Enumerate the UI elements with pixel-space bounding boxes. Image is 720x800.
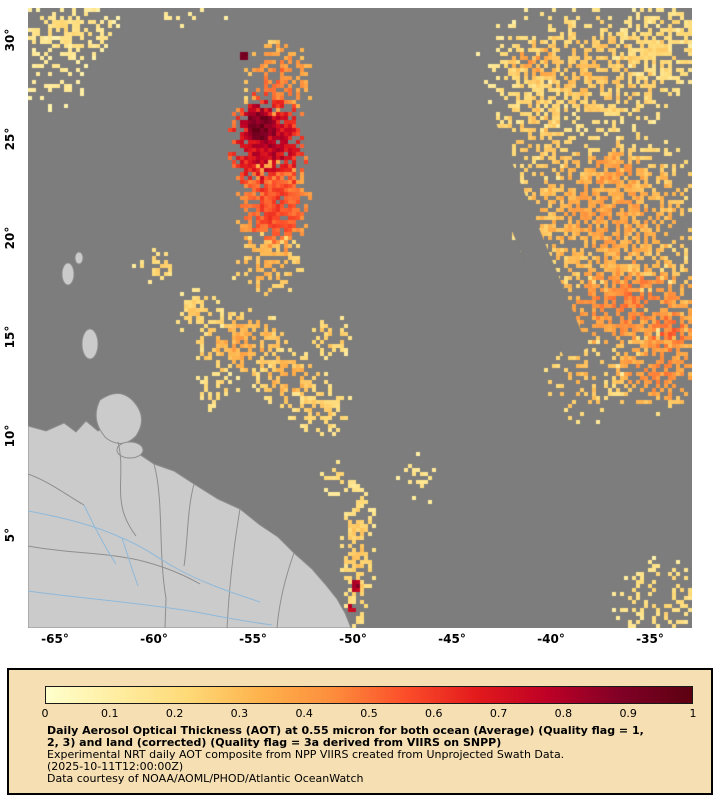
island bbox=[116, 441, 144, 459]
y-axis-tick-10: 10° bbox=[3, 424, 17, 448]
colorbar-tick-labels: 0 0.1 0.2 0.3 0.4 0.5 0.6 0.7 0.8 0.9 1 bbox=[41, 707, 697, 720]
colorbar-tick: 0.9 bbox=[619, 707, 637, 720]
colorbar-tick: 1 bbox=[689, 707, 697, 720]
x-axis-tick-35w: -35° bbox=[636, 632, 664, 646]
island bbox=[74, 251, 84, 265]
rivers bbox=[28, 504, 273, 626]
colorbar-tick: 0.5 bbox=[360, 707, 378, 720]
caption-title-line1: Daily Aerosol Optical Thickness (AOT) at… bbox=[47, 724, 644, 737]
island bbox=[95, 393, 142, 444]
colorbar-tick: 0.1 bbox=[101, 707, 119, 720]
x-axis-tick-50w: -50° bbox=[339, 632, 367, 646]
country-borders bbox=[28, 441, 295, 628]
colorbar-tick: 0.4 bbox=[295, 707, 313, 720]
colorbar-tick: 0.2 bbox=[165, 707, 184, 720]
colorbar-tick: 0.8 bbox=[554, 707, 573, 720]
y-axis-tick-15: 15° bbox=[3, 325, 17, 349]
y-axis-tick-30: 30° bbox=[3, 28, 17, 52]
colorbar bbox=[45, 686, 693, 704]
colorbar-tick: 0 bbox=[41, 707, 49, 720]
landmass bbox=[28, 251, 352, 628]
caption-description: Experimental NRT daily AOT composite fro… bbox=[47, 748, 565, 761]
caption: Daily Aerosol Optical Thickness (AOT) at… bbox=[47, 725, 644, 785]
y-axis-tick-25: 25° bbox=[3, 127, 17, 151]
caption-title-line2: 2, 3) and land (corrected) (Quality flag… bbox=[47, 736, 502, 749]
colorbar-tick: 0.6 bbox=[425, 707, 443, 720]
caption-timestamp: (2025-10-11T12:00:00Z) bbox=[47, 760, 184, 773]
x-axis-tick-55w: -55° bbox=[239, 632, 267, 646]
colorbar-tick: 0.7 bbox=[489, 707, 508, 720]
y-axis-tick-5: 5° bbox=[3, 527, 17, 543]
caption-credit: Data courtesy of NOAA/AOML/PHOD/Atlantic… bbox=[47, 772, 364, 785]
legend-panel: 0 0.1 0.2 0.3 0.4 0.5 0.6 0.7 0.8 0.9 1 … bbox=[7, 668, 713, 795]
x-axis-tick-40w: -40° bbox=[537, 632, 565, 646]
x-axis-tick-45w: -45° bbox=[438, 632, 466, 646]
island bbox=[81, 328, 99, 360]
x-axis-tick-65w: -65° bbox=[41, 632, 69, 646]
map-plot: 30° 25° 20° 15° 10° 5° -65° -60° -55° -5… bbox=[3, 8, 692, 646]
x-axis-tick-60w: -60° bbox=[140, 632, 168, 646]
y-axis-tick-20: 20° bbox=[3, 226, 17, 250]
colorbar-tick: 0.3 bbox=[230, 707, 249, 720]
island bbox=[61, 262, 75, 286]
south-america-landmass bbox=[28, 420, 352, 628]
land-overlay bbox=[28, 251, 352, 628]
